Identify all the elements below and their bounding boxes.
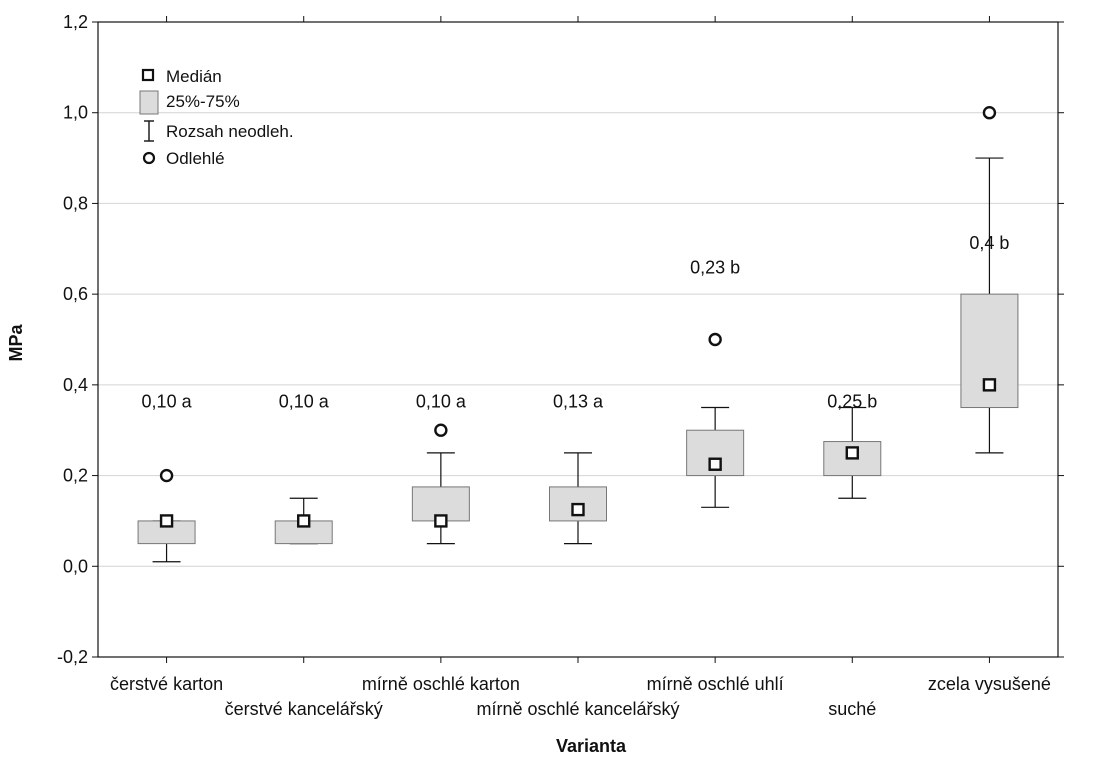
group-annotation: 0,10 a [279,392,330,412]
plot-area [137,106,1019,563]
box-group [960,106,1019,454]
outlier-marker [708,332,722,347]
group-annotation: 0,10 a [416,392,467,412]
legend-whisker-label: Rozsah neodleh. [166,122,294,141]
median-marker [845,446,859,460]
box-group [274,497,333,545]
legend-median-marker [141,68,155,82]
box-group [137,468,196,563]
group-annotation: 0,10 a [142,392,193,412]
outlier-marker [159,468,174,483]
y-tick-label: 0,6 [63,284,88,304]
group-annotation: 0,25 b [827,392,877,412]
legend-outlier-marker [142,151,156,165]
outlier-marker [982,106,997,120]
x-tick-label: čerstvé kancelářský [225,699,383,719]
x-tick-label: mírně oschlé karton [362,674,520,694]
y-tick-label: 0,4 [63,375,88,395]
y-axis: -0,2 0,0 0,2 0,4 0,6 0,8 1,0 1,2 [57,12,1064,667]
y-axis-title: MPa [6,324,26,362]
box-group [411,423,470,545]
group-annotation: 0,23 b [690,258,740,278]
y-tick-label: 1,0 [63,103,88,123]
grid [98,112,1058,567]
x-tick-label: mírně oschlé uhlí [647,674,784,694]
plot-frame [97,21,1059,658]
group-annotation: 0,13 a [553,392,604,412]
x-tick-label: suché [828,699,876,719]
legend-box-label: 25%-75% [166,92,240,111]
group-annotation: 0,4 b [969,233,1009,253]
x-axis-title: Varianta [556,736,627,756]
x-tick-label: zcela vysušené [928,674,1051,694]
y-tick-label: 1,2 [63,12,88,32]
y-tick-label: -0,2 [57,647,88,667]
legend-median-label: Medián [166,67,222,86]
y-tick-label: 0,2 [63,466,88,486]
y-tick-label: 0,0 [63,556,88,576]
x-tick-label: čerstvé karton [110,674,223,694]
legend-whisker-marker [144,120,154,142]
box-group [549,452,607,545]
median-marker [571,502,585,517]
legend: Medián 25%-75% Rozsah neodleh. Odlehlé [139,67,294,168]
box-group [823,406,882,499]
median-marker [708,457,722,471]
y-tick-label: 0,8 [63,193,88,213]
median-marker [982,378,997,392]
median-marker [434,514,448,528]
box-group [686,332,745,508]
outlier-marker [434,423,448,437]
annotations: 0,10 a 0,10 a 0,10 a 0,13 a 0,23 b 0,25 b 0,4 … [142,233,1010,412]
median-marker [159,514,174,528]
legend-box-marker [139,90,159,115]
legend-outlier-label: Odlehlé [166,149,225,168]
x-tick-label: mírně oschlé kancelářský [476,699,679,719]
median-marker [297,514,311,528]
